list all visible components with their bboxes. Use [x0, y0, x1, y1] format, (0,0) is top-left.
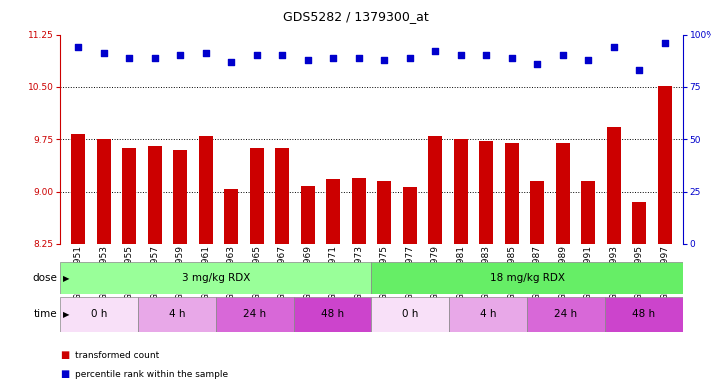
Point	[582, 56, 594, 63]
Point	[73, 44, 84, 50]
Bar	[371, 297, 449, 332]
Bar	[605, 297, 683, 332]
Point	[277, 53, 288, 59]
Point	[429, 48, 441, 55]
Text: GDS5282 / 1379300_at: GDS5282 / 1379300_at	[283, 10, 428, 23]
Bar	[530, 181, 544, 244]
Bar	[378, 181, 391, 244]
Point	[98, 50, 109, 56]
Text: ▶: ▶	[63, 310, 69, 319]
Point	[149, 55, 161, 61]
Point	[378, 56, 390, 63]
Text: transformed count: transformed count	[75, 351, 159, 360]
Text: 4 h: 4 h	[480, 310, 496, 319]
Text: 24 h: 24 h	[243, 310, 267, 319]
Bar	[199, 136, 213, 244]
Text: ▶: ▶	[63, 273, 69, 283]
Text: 48 h: 48 h	[321, 310, 344, 319]
Point	[124, 55, 135, 61]
Bar	[97, 139, 111, 244]
Bar	[301, 186, 315, 244]
Bar	[479, 141, 493, 244]
Bar	[294, 297, 371, 332]
Point	[506, 55, 518, 61]
Text: ■: ■	[60, 369, 70, 379]
Text: 0 h: 0 h	[91, 310, 107, 319]
Bar	[71, 134, 85, 244]
Bar	[606, 127, 621, 244]
Text: 0 h: 0 h	[402, 310, 419, 319]
Point	[225, 59, 237, 65]
Point	[634, 67, 645, 73]
Bar	[505, 143, 519, 244]
Bar	[326, 179, 341, 244]
Bar	[138, 297, 216, 332]
Bar	[527, 297, 605, 332]
Point	[532, 61, 543, 67]
Point	[557, 53, 568, 59]
Bar	[250, 147, 264, 244]
Text: 4 h: 4 h	[169, 310, 186, 319]
Point	[353, 55, 365, 61]
Bar	[454, 139, 468, 244]
Point	[481, 53, 492, 59]
Bar	[449, 297, 527, 332]
Point	[659, 40, 670, 46]
Bar	[352, 177, 365, 244]
Point	[251, 53, 262, 59]
Bar	[428, 136, 442, 244]
Point	[404, 55, 415, 61]
Bar	[122, 147, 137, 244]
Text: 24 h: 24 h	[555, 310, 577, 319]
Text: 18 mg/kg RDX: 18 mg/kg RDX	[490, 273, 565, 283]
Text: ■: ■	[60, 350, 70, 360]
Bar	[371, 262, 683, 294]
Point	[608, 44, 619, 50]
Bar	[60, 297, 138, 332]
Bar	[173, 150, 187, 244]
Bar	[224, 189, 238, 244]
Bar	[216, 297, 294, 332]
Bar	[402, 187, 417, 244]
Bar	[658, 86, 672, 244]
Point	[328, 55, 339, 61]
Bar	[60, 262, 371, 294]
Text: percentile rank within the sample: percentile rank within the sample	[75, 370, 228, 379]
Bar	[581, 181, 595, 244]
Text: dose: dose	[32, 273, 57, 283]
Text: time: time	[33, 310, 57, 319]
Bar	[148, 146, 162, 244]
Point	[200, 50, 211, 56]
Point	[455, 53, 466, 59]
Text: 48 h: 48 h	[632, 310, 656, 319]
Bar	[632, 202, 646, 244]
Point	[175, 53, 186, 59]
Bar	[556, 143, 570, 244]
Point	[302, 56, 314, 63]
Text: 3 mg/kg RDX: 3 mg/kg RDX	[182, 273, 250, 283]
Bar	[275, 147, 289, 244]
